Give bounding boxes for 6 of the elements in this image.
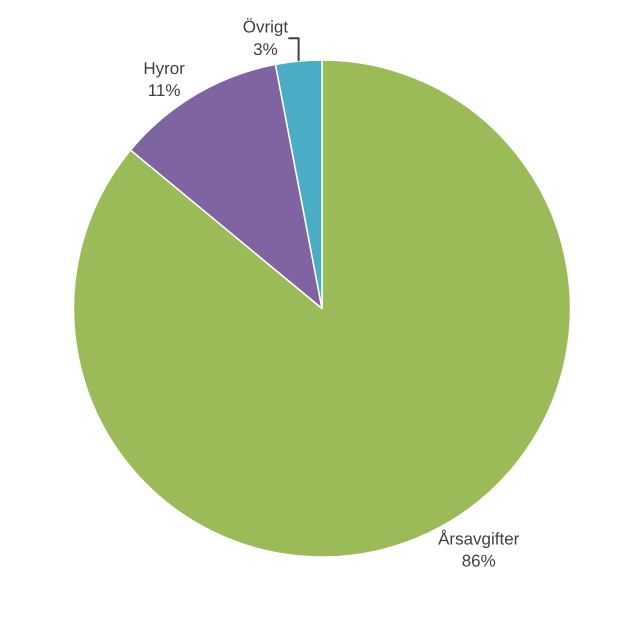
slice-label: Övrigt [242, 18, 288, 37]
data-label: 3% [253, 40, 278, 59]
data-label: 86% [462, 552, 496, 571]
data-label: 11% [148, 80, 180, 100]
slice-label: Årsavgifter [438, 530, 520, 549]
slice-label: Hyror [143, 58, 186, 78]
